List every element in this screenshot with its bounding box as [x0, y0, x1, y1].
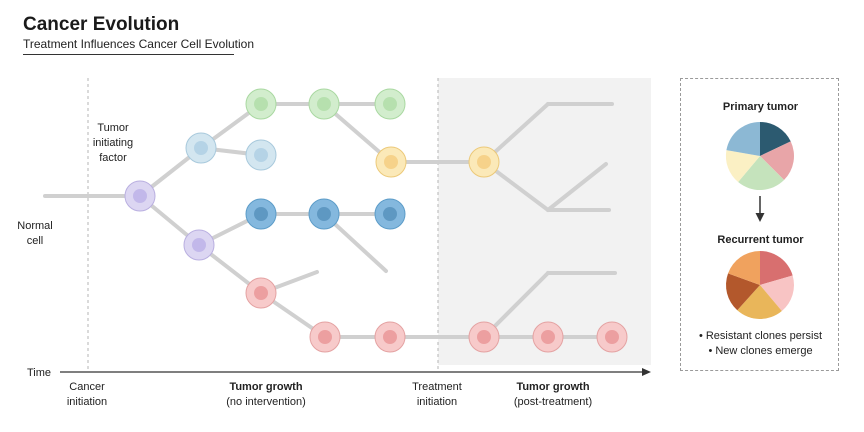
recurrent-tumor-title: Recurrent tumor: [717, 234, 804, 246]
recurrent-pie-slice: [760, 275, 795, 312]
title-underline: [23, 54, 234, 55]
cell-initiated: [124, 180, 156, 212]
primary-pie-slice: [726, 121, 760, 156]
note-resistant-clones: • Resistant clones persist: [698, 330, 823, 342]
cell-purple: [183, 229, 215, 261]
cell-pink: [468, 321, 500, 353]
phase-title: Treatment: [412, 381, 462, 393]
recurrent-pie-slice: [728, 251, 760, 285]
phase-label-post-treatment-growth: Tumor growth (post-treatment): [483, 380, 623, 410]
phase-subtitle: initiation: [416, 396, 458, 408]
cell-green: [245, 88, 277, 120]
recurrent-pie-slice: [726, 273, 760, 311]
cell-pink: [309, 321, 341, 353]
cell-pink: [532, 321, 564, 353]
recurrent-pie-slice: [760, 251, 793, 285]
treatment-period-background: [438, 78, 651, 365]
cell-blue: [245, 198, 277, 230]
tumor-composition-panel: Primary tumor Recurrent tumor • Resistan…: [680, 78, 839, 371]
cell-pink: [245, 277, 277, 309]
cell-blue: [374, 198, 406, 230]
recurrent-tumor-pie: [726, 251, 795, 319]
primary-pie-slice: [760, 141, 794, 181]
normal-cell-label: Normal cell: [10, 219, 60, 249]
primary-pie-slice: [738, 156, 785, 190]
transition-arrow-head: [755, 213, 765, 222]
phase-label-tumor-growth: Tumor growth (no intervention): [196, 380, 336, 410]
phase-title: Cancer: [69, 381, 105, 393]
primary-pie-slice: [725, 150, 760, 183]
tumor-factor-label-line: factor: [99, 152, 127, 164]
cell-pink: [596, 321, 628, 353]
page-title: Cancer Evolution: [23, 14, 180, 35]
cell-light-blue: [245, 139, 277, 171]
cell-green: [308, 88, 340, 120]
cell-green: [374, 88, 406, 120]
cell-light-blue: [185, 132, 217, 164]
tumor-factor-label-line: Tumor: [97, 122, 129, 134]
phase-label-treatment-initiation: Treatment initiation: [397, 380, 477, 410]
primary-tumor-title: Primary tumor: [722, 101, 799, 113]
note-new-clones: • New clones emerge: [708, 345, 813, 357]
time-axis-label: Time: [27, 367, 52, 379]
page-subtitle: Treatment Influences Cancer Cell Evoluti…: [23, 37, 254, 51]
tumor-notes: • Resistant clones persist • New clones …: [681, 329, 840, 359]
normal-cell-label-line: cell: [26, 235, 44, 247]
normal-cell-label-line: Normal: [17, 220, 53, 232]
phase-title: Tumor growth: [516, 381, 590, 393]
cell-group: [124, 88, 628, 353]
phase-title: Tumor growth: [229, 381, 303, 393]
phase-subtitle: (post-treatment): [513, 396, 593, 408]
phase-subtitle: (no intervention): [226, 396, 306, 408]
phase-subtitle: initiation: [66, 396, 108, 408]
recurrent-pie-slice: [737, 285, 782, 319]
tumor-initiating-factor-label: Tumor initiating factor: [83, 121, 143, 166]
cell-yellow: [375, 146, 407, 178]
time-axis-arrowhead: [642, 368, 651, 376]
cell-yellow: [468, 146, 500, 178]
primary-pie-slice: [760, 122, 791, 156]
tumor-factor-label-line: initiating: [92, 137, 134, 149]
cell-pink: [374, 321, 406, 353]
phase-label-cancer-initiation: Cancer initiation: [47, 380, 127, 410]
cell-blue: [308, 198, 340, 230]
primary-tumor-pie: [725, 121, 794, 190]
